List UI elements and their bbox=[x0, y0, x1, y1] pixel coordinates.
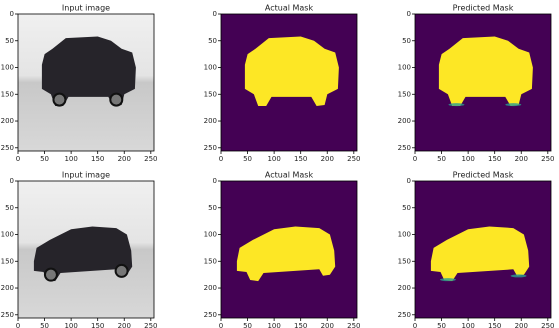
x-tick-label: 150 bbox=[294, 322, 307, 328]
y-tick-label: 250 bbox=[398, 144, 411, 152]
y-tick-label: 100 bbox=[1, 64, 14, 72]
y-tick-label: 250 bbox=[1, 144, 14, 152]
x-tick-label: 200 bbox=[321, 322, 334, 328]
y-tick-label: 100 bbox=[204, 231, 217, 239]
y-tick-label: 100 bbox=[398, 64, 411, 72]
y-tick-label: 200 bbox=[398, 117, 411, 125]
x-tick-label: 200 bbox=[321, 155, 334, 163]
y-tick-label: 250 bbox=[398, 311, 411, 319]
y-tick-label: 50 bbox=[5, 37, 14, 45]
x-tick-label: 200 bbox=[118, 322, 131, 328]
y-tick-label: 0 bbox=[407, 177, 411, 185]
x-tick-label: 250 bbox=[144, 155, 157, 163]
subplot-title: Actual Mask bbox=[265, 171, 314, 180]
x-tick-label: 50 bbox=[437, 155, 446, 163]
x-tick-label: 100 bbox=[267, 155, 280, 163]
x-tick-label: 100 bbox=[461, 155, 474, 163]
x-tick-label: 250 bbox=[347, 322, 360, 328]
wheel bbox=[116, 265, 128, 277]
x-tick-label: 50 bbox=[243, 322, 252, 328]
y-tick-label: 50 bbox=[402, 204, 411, 212]
y-tick-label: 0 bbox=[213, 177, 217, 185]
y-tick-label: 100 bbox=[204, 64, 217, 72]
y-tick-label: 0 bbox=[213, 10, 217, 18]
y-tick-label: 50 bbox=[5, 204, 14, 212]
y-tick-label: 50 bbox=[208, 37, 217, 45]
x-tick-label: 0 bbox=[413, 155, 417, 163]
mask-edge bbox=[511, 274, 527, 277]
x-tick-label: 100 bbox=[461, 322, 474, 328]
y-tick-label: 200 bbox=[1, 117, 14, 125]
mask-edge bbox=[448, 103, 464, 106]
y-tick-label: 200 bbox=[204, 284, 217, 292]
x-tick-label: 50 bbox=[40, 155, 49, 163]
subplot-title: Predicted Mask bbox=[453, 4, 514, 13]
subplot-title: Actual Mask bbox=[265, 4, 314, 13]
x-tick-label: 250 bbox=[144, 322, 157, 328]
x-tick-label: 250 bbox=[541, 322, 554, 328]
x-tick-label: 100 bbox=[267, 322, 280, 328]
x-tick-label: 150 bbox=[294, 155, 307, 163]
x-tick-label: 0 bbox=[413, 322, 417, 328]
y-tick-label: 150 bbox=[1, 257, 14, 265]
wheel bbox=[53, 94, 65, 106]
x-tick-label: 0 bbox=[219, 322, 223, 328]
x-tick-label: 250 bbox=[347, 155, 360, 163]
subplot-title: Input image bbox=[62, 171, 110, 180]
y-tick-label: 0 bbox=[407, 10, 411, 18]
x-tick-label: 50 bbox=[437, 322, 446, 328]
y-tick-label: 100 bbox=[1, 231, 14, 239]
y-tick-label: 150 bbox=[1, 90, 14, 98]
y-tick-label: 150 bbox=[204, 257, 217, 265]
y-tick-label: 200 bbox=[204, 117, 217, 125]
x-tick-label: 200 bbox=[118, 155, 131, 163]
y-tick-label: 150 bbox=[398, 257, 411, 265]
x-tick-label: 150 bbox=[91, 322, 104, 328]
x-tick-label: 100 bbox=[64, 155, 77, 163]
y-tick-label: 50 bbox=[208, 204, 217, 212]
y-tick-label: 250 bbox=[204, 144, 217, 152]
x-tick-label: 150 bbox=[488, 155, 501, 163]
y-tick-label: 0 bbox=[10, 177, 14, 185]
x-tick-label: 150 bbox=[488, 322, 501, 328]
y-tick-label: 200 bbox=[398, 284, 411, 292]
subplot-title: Predicted Mask bbox=[453, 171, 514, 180]
y-tick-label: 150 bbox=[204, 90, 217, 98]
x-tick-label: 0 bbox=[16, 322, 20, 328]
y-tick-label: 250 bbox=[204, 311, 217, 319]
x-tick-label: 0 bbox=[16, 155, 20, 163]
y-tick-label: 250 bbox=[1, 311, 14, 319]
mask-edge bbox=[505, 103, 521, 106]
mask-edge bbox=[440, 278, 456, 281]
x-tick-label: 150 bbox=[91, 155, 104, 163]
wheel bbox=[110, 94, 122, 106]
x-tick-label: 200 bbox=[515, 322, 528, 328]
y-tick-label: 50 bbox=[402, 37, 411, 45]
y-tick-label: 0 bbox=[10, 10, 14, 18]
wheel bbox=[45, 269, 57, 281]
x-tick-label: 200 bbox=[515, 155, 528, 163]
x-tick-label: 50 bbox=[40, 322, 49, 328]
y-tick-label: 100 bbox=[398, 231, 411, 239]
x-tick-label: 250 bbox=[541, 155, 554, 163]
x-tick-label: 0 bbox=[219, 155, 223, 163]
x-tick-label: 100 bbox=[64, 322, 77, 328]
y-tick-label: 200 bbox=[1, 284, 14, 292]
x-tick-label: 50 bbox=[243, 155, 252, 163]
figure: 050100150200250050100150200250Input imag… bbox=[0, 0, 559, 328]
y-tick-label: 150 bbox=[398, 90, 411, 98]
subplot-title: Input image bbox=[62, 4, 110, 13]
